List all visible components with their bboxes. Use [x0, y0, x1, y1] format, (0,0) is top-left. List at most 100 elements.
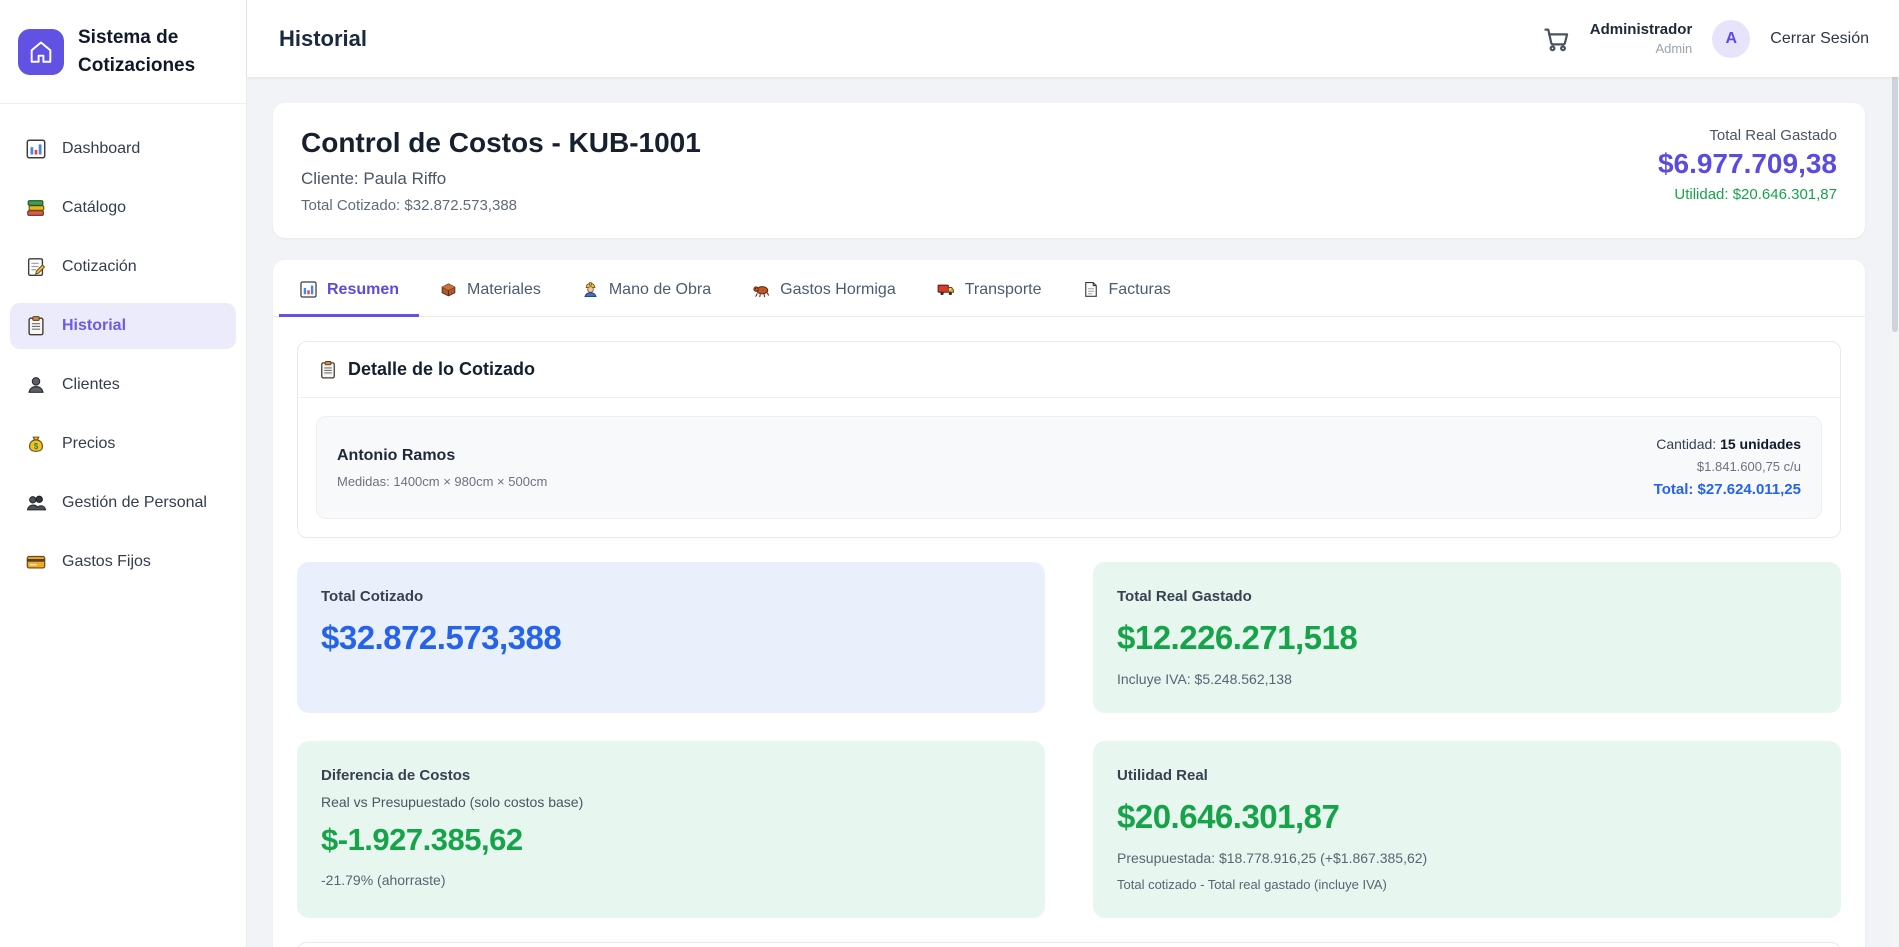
sidebar-nav: Dashboard Catálogo Cotización Historial	[0, 104, 246, 607]
page-icon	[1082, 280, 1100, 299]
sidebar-item-label: Historial	[62, 317, 127, 335]
stat-note: Presupuestada: $18.778.916,25 (+$1.867.3…	[1117, 850, 1428, 867]
tab-transporte[interactable]: Transporte	[916, 260, 1062, 317]
user-name: Administrador	[1589, 20, 1693, 38]
page-scrollbar[interactable]	[1891, 0, 1899, 947]
logout-button[interactable]: Cerrar Sesión	[1770, 29, 1869, 47]
sidebar-item-precios[interactable]: $ Precios	[10, 421, 236, 467]
cost-control-card: Resumen Materiales Mano de Obra	[273, 260, 1865, 947]
clipboard-icon	[318, 360, 338, 380]
stat-value: $-1.927.385,62	[321, 822, 523, 858]
sidebar-item-cotizacion[interactable]: Cotización	[10, 244, 236, 290]
sidebar-item-label: Clientes	[62, 376, 120, 394]
main-column: Historial Administrador Admin A Cerrar S…	[247, 0, 1899, 947]
truck-icon	[936, 280, 956, 299]
brick-icon	[439, 280, 458, 299]
quote-item-quantity: Cantidad: 15 unidades	[1656, 436, 1801, 452]
tab-label: Transporte	[964, 280, 1042, 298]
sidebar: Sistema de Cotizaciones Dashboard Catálo…	[0, 0, 247, 947]
utility-line: Utilidad: $20.646.301,87	[1674, 186, 1837, 203]
quote-item-measures: Medidas: 1400cm × 980cm × 500cm	[337, 473, 548, 489]
sidebar-item-label: Catálogo	[62, 199, 127, 217]
sidebar-item-historial[interactable]: Historial	[10, 303, 236, 350]
project-client: Cliente: Paula Riffo	[301, 169, 447, 188]
user-info: Administrador Admin	[1590, 20, 1693, 58]
stat-label: Diferencia de Costos	[321, 767, 471, 785]
stat-value: $12.226.271,518	[1117, 619, 1358, 657]
quote-item-unit-price: $1.841.600,75 c/u	[1696, 459, 1801, 475]
worker-icon	[581, 280, 600, 299]
category-breakdown-card: Desglose por Categoría	[297, 942, 1841, 947]
sidebar-item-catalogo[interactable]: Catálogo	[10, 185, 236, 231]
stat-note-secondary: Total cotizado - Total real gastado (inc…	[1117, 877, 1387, 893]
sidebar-item-label: Precios	[62, 435, 116, 453]
stat-label: Utilidad Real	[1117, 767, 1208, 785]
tab-gastos-hormiga[interactable]: Gastos Hormiga	[731, 260, 916, 317]
user-role: Admin	[1655, 40, 1693, 56]
sidebar-item-dashboard[interactable]: Dashboard	[10, 126, 236, 172]
page-title: Historial	[279, 25, 368, 51]
credit-card-icon	[24, 551, 48, 573]
person-icon	[24, 374, 48, 396]
svg-text:$: $	[34, 442, 39, 451]
scrollbar-thumb[interactable]	[1892, 2, 1898, 332]
stat-card-utilidad-real: Utilidad Real $20.646.301,87 Presupuesta…	[1093, 741, 1841, 919]
top-bar: Historial Administrador Admin A Cerrar S…	[247, 0, 1899, 77]
house-icon	[18, 28, 64, 75]
top-bar-actions: Administrador Admin A Cerrar Sesión	[1542, 19, 1869, 58]
sidebar-item-label: Dashboard	[62, 140, 141, 158]
tab-materiales[interactable]: Materiales	[419, 260, 561, 317]
project-summary-card: Control de Costos - KUB-1001 Cliente: Pa…	[273, 103, 1865, 238]
quote-detail-body: Antonio Ramos Medidas: 1400cm × 980cm × …	[298, 398, 1840, 537]
avatar[interactable]: A	[1712, 19, 1751, 58]
stat-note: Incluye IVA: $5.248.562,138	[1117, 671, 1292, 688]
project-summary-right: Total Real Gastado $6.977.709,38 Utilida…	[1658, 127, 1837, 203]
tab-resumen[interactable]: Resumen	[279, 260, 420, 317]
quote-detail-header: Detalle de lo Cotizado	[298, 342, 1840, 398]
books-icon	[24, 197, 48, 219]
stats-grid: Total Cotizado $32.872.573,388 Total Rea…	[273, 562, 1865, 942]
sidebar-item-clientes[interactable]: Clientes	[10, 362, 236, 408]
app-title: Sistema de Cotizaciones	[78, 27, 196, 76]
stat-card-diferencia-costos: Diferencia de Costos Real vs Presupuesta…	[297, 741, 1045, 919]
sidebar-item-label: Cotización	[62, 258, 137, 276]
people-icon	[24, 492, 48, 514]
stat-note: -21.79% (ahorraste)	[321, 872, 446, 889]
sidebar-item-gestion-personal[interactable]: Gestión de Personal	[10, 480, 236, 526]
stat-subtitle: Real vs Presupuestado (solo costos base)	[321, 794, 584, 811]
tab-label: Facturas	[1108, 280, 1171, 298]
app-logo: Sistema de Cotizaciones	[0, 0, 246, 105]
project-quoted-total: Total Cotizado: $32.872.573,388	[301, 197, 517, 214]
quote-item-row: Antonio Ramos Medidas: 1400cm × 980cm × …	[316, 416, 1822, 520]
tab-facturas[interactable]: Facturas	[1062, 260, 1191, 317]
tab-label: Resumen	[327, 280, 400, 298]
sidebar-item-label: Gastos Fijos	[62, 553, 151, 571]
tab-content-resumen: Detalle de lo Cotizado Antonio Ramos Med…	[273, 317, 1865, 562]
spent-label: Total Real Gastado	[1709, 127, 1837, 144]
ant-icon	[751, 280, 771, 299]
memo-icon	[24, 256, 48, 278]
sidebar-item-label: Gestión de Personal	[62, 494, 207, 512]
stat-label: Total Real Gastado	[1117, 588, 1252, 606]
project-summary-left: Control de Costos - KUB-1001 Cliente: Pa…	[301, 127, 701, 214]
spent-value: $6.977.709,38	[1657, 148, 1837, 179]
stat-value: $20.646.301,87	[1117, 798, 1340, 836]
tab-label: Gastos Hormiga	[780, 280, 896, 298]
category-breakdown-title: Desglose por Categoría	[298, 943, 1840, 947]
tab-label: Materiales	[467, 280, 541, 298]
clipboard-icon	[24, 315, 48, 337]
quote-item-right: Cantidad: 15 unidades $1.841.600,75 c/u …	[1654, 433, 1801, 502]
stat-card-total-cotizado: Total Cotizado $32.872.573,388	[297, 562, 1045, 714]
money-bag-icon: $	[24, 433, 48, 455]
sidebar-item-gastos-fijos[interactable]: Gastos Fijos	[10, 539, 236, 585]
stat-card-total-real-gastado: Total Real Gastado $12.226.271,518 Inclu…	[1093, 562, 1841, 714]
quote-detail-title: Detalle de lo Cotizado	[348, 359, 536, 379]
bar-chart-icon	[299, 280, 318, 299]
stat-label: Total Cotizado	[321, 588, 424, 606]
tab-bar: Resumen Materiales Mano de Obra	[273, 260, 1865, 317]
shopping-cart-icon[interactable]	[1542, 25, 1570, 53]
tab-mano-de-obra[interactable]: Mano de Obra	[561, 260, 731, 317]
project-title: Control de Costos - KUB-1001	[301, 127, 701, 158]
quote-detail-card: Detalle de lo Cotizado Antonio Ramos Med…	[297, 341, 1841, 539]
quote-item-name: Antonio Ramos	[337, 446, 456, 464]
